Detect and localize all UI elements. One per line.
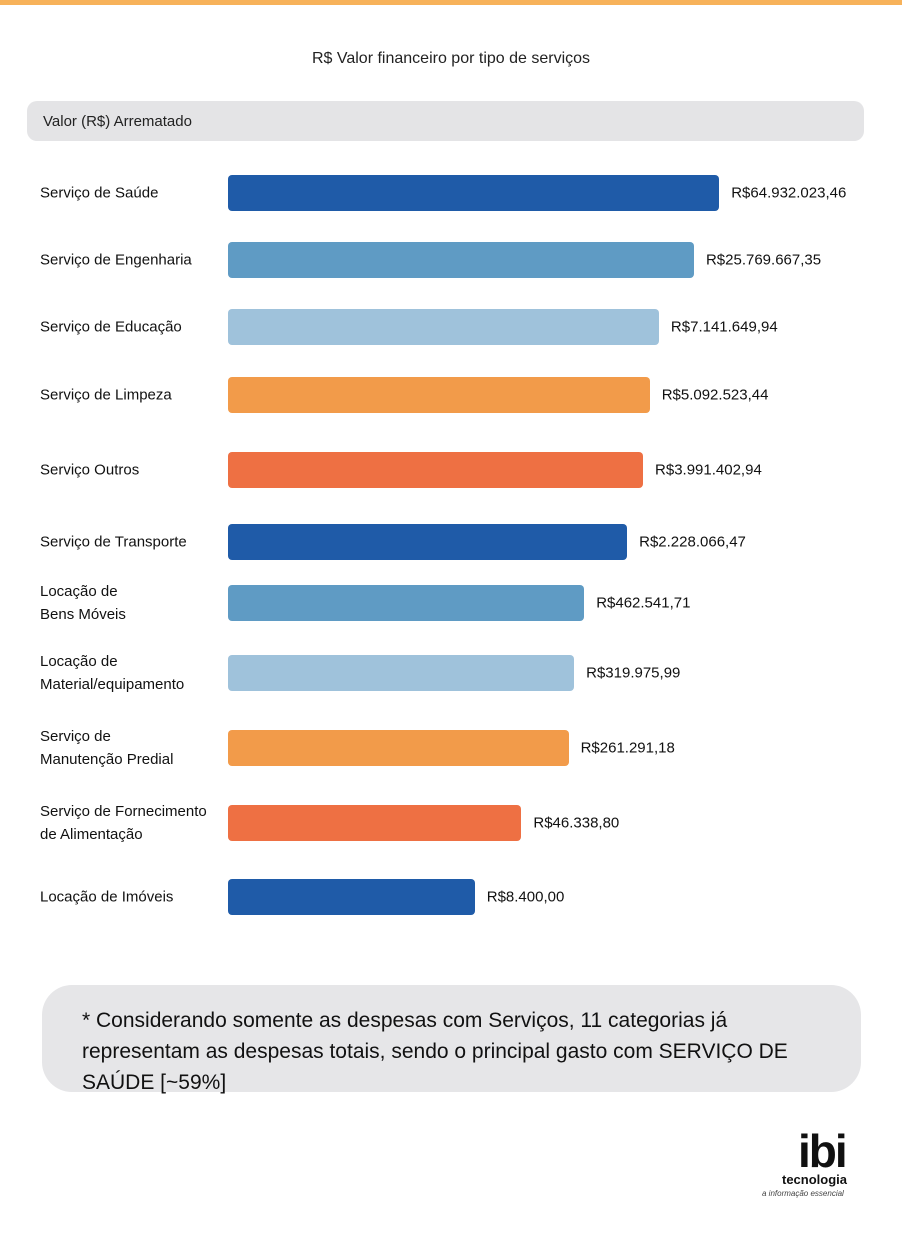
value-label: R$8.400,00 <box>486 888 565 906</box>
value-label: R$462.541,71 <box>596 594 691 612</box>
top-stripe <box>0 0 902 5</box>
value-label: R$46.338,80 <box>533 814 620 832</box>
category-label: Locação de Bens Móveis <box>40 583 126 623</box>
category-label: Serviço Outros <box>40 461 140 479</box>
category-label: Serviço de Manutenção Predial <box>40 728 174 768</box>
category-label: Locação de Material/equipamento <box>40 653 185 693</box>
bar <box>228 524 628 560</box>
value-label: R$7.141.649,94 <box>670 318 778 336</box>
logo-name: ibi <box>798 1125 848 1177</box>
bar <box>228 805 522 841</box>
category-label: Serviço de Educação <box>40 318 182 336</box>
bar <box>228 452 644 488</box>
chart-title: R$ Valor financeiro por tipo de serviços <box>311 50 591 67</box>
value-label: R$2.228.066,47 <box>639 533 746 551</box>
category-label: Serviço de Engenharia <box>40 251 192 269</box>
bar <box>228 175 720 211</box>
category-label: Serviço de Fornecimento de Alimentação <box>40 803 207 843</box>
value-label: R$5.092.523,44 <box>661 386 769 404</box>
bar <box>228 655 575 691</box>
logo: ibi tecnologia a informação essencial <box>760 1125 880 1212</box>
header-bar: Valor (R$) Arrematado <box>27 101 864 141</box>
bar <box>228 585 585 621</box>
bar <box>228 377 650 413</box>
category-label: Serviço de Saúde <box>40 184 159 202</box>
bar <box>228 242 694 278</box>
bar <box>228 879 475 915</box>
category-label: Locação de Imóveis <box>40 888 174 906</box>
bar <box>228 309 659 345</box>
value-label: R$261.291,18 <box>580 739 675 757</box>
bar <box>228 730 569 766</box>
axis-label: Valor (R$) Arrematado <box>43 113 192 130</box>
value-label: R$319.975,99 <box>586 664 681 682</box>
value-label: R$64.932.023,46 <box>731 184 847 202</box>
category-label: Serviço de Limpeza <box>40 386 172 404</box>
value-label: R$25.769.667,35 <box>705 251 822 269</box>
logo-text: tecnologia <box>782 1172 848 1187</box>
note-box: * Considerando somente as despesas com S… <box>42 985 861 1094</box>
logo-tagline: a informação essencial <box>762 1189 844 1198</box>
category-label: Serviço de Transporte <box>40 533 187 551</box>
value-label: R$3.991.402,94 <box>655 461 762 479</box>
note: * Considerando somente as despesas com S… <box>82 1009 788 1094</box>
